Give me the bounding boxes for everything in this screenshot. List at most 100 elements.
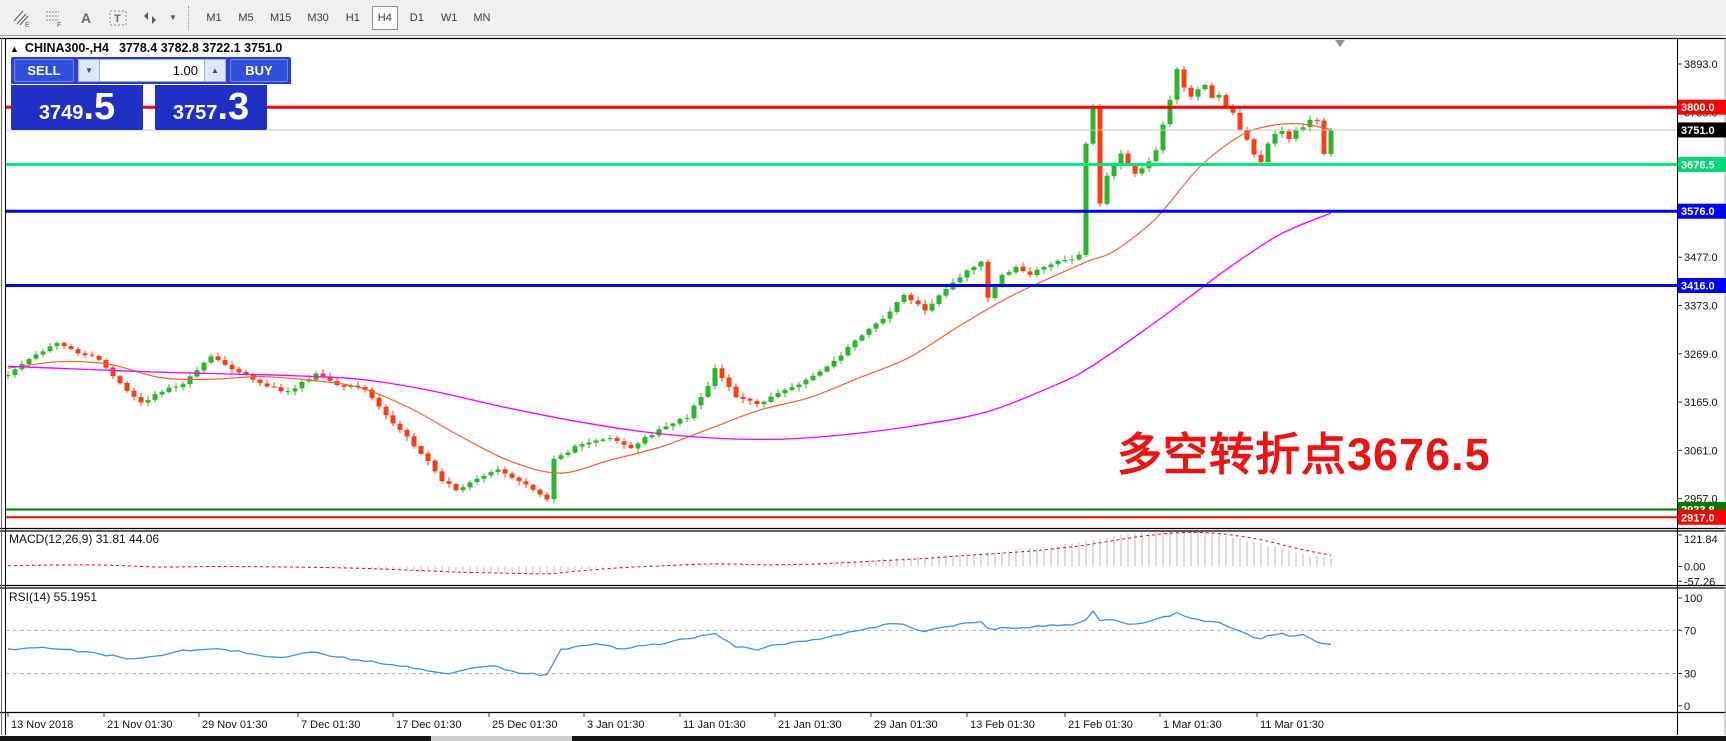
- sell-price-main: 3749: [38, 102, 84, 124]
- timeframe-button-mn[interactable]: MN: [468, 6, 495, 30]
- buy-price-main: 3757: [172, 102, 218, 124]
- time-axis-label: 17 Dec 01:30: [396, 719, 461, 731]
- sell-price-display[interactable]: 3749.5: [11, 85, 143, 130]
- price-badge: [1678, 99, 1726, 115]
- equidistant-channel-icon[interactable]: E: [8, 4, 36, 32]
- one-click-trading-panel: SELL ▼ ▲ BUY 3749.5 3757.3: [11, 57, 291, 130]
- timeframe-button-m1[interactable]: M1: [201, 6, 227, 30]
- macd-signal-line: [7, 531, 1332, 575]
- time-axis-label: 21 Feb 01:30: [1068, 719, 1133, 731]
- moving-averages-layer: [7, 123, 1332, 474]
- time-axis-label: 11 Jan 01:30: [683, 719, 746, 731]
- time-axis-label: 3 Jan 01:30: [587, 719, 645, 731]
- ma-fast-line: [7, 123, 1332, 474]
- macd-axis-label: -57.26: [1684, 576, 1715, 588]
- time-axis-label: 21 Nov 01:30: [107, 719, 172, 731]
- ma-slow-line: [7, 212, 1332, 441]
- price-badge: [1678, 122, 1726, 138]
- time-axis-label: 25 Dec 01:30: [492, 719, 557, 731]
- price-badge-label: 3800.0: [1681, 102, 1715, 114]
- price-badge: [1678, 509, 1726, 525]
- time-axis-label: 7 Dec 01:30: [301, 719, 360, 731]
- volume-increase-button[interactable]: ▲: [204, 59, 226, 82]
- svg-text:A: A: [81, 10, 91, 26]
- chart-toolbar: E F A T ▼ M1 M5 M15 M30 H1 H4 D1 W1 MN: [0, 0, 1726, 36]
- scrollbar-segment: [572, 736, 1726, 741]
- symbol-period-label: CHINA300-,H4: [24, 41, 109, 55]
- timeframe-button-d1[interactable]: D1: [404, 6, 430, 30]
- price-badge-label: 2917.0: [1681, 512, 1715, 524]
- volume-control: ▼ ▲: [78, 59, 226, 82]
- shift-marker-icon: [1335, 40, 1345, 47]
- panel-borders: [0, 37, 1726, 735]
- horizontal-lines-layer: [6, 105, 1677, 519]
- price-tick-label: 3061.0: [1684, 445, 1718, 457]
- time-axis-label: 13 Nov 2018: [11, 719, 73, 731]
- volume-decrease-button[interactable]: ▼: [78, 59, 100, 82]
- price-badge: [1678, 157, 1726, 173]
- svg-text:F: F: [57, 22, 61, 28]
- time-axis-label: 1 Mar 01:30: [1163, 719, 1222, 731]
- volume-input[interactable]: [100, 59, 204, 82]
- rsi-line: [7, 610, 1332, 677]
- macd-panel: [7, 530, 1332, 575]
- timeframe-button-m30[interactable]: M30: [302, 6, 333, 30]
- rsi-axis-label: 30: [1684, 668, 1696, 680]
- time-axis-label: 29 Jan 01:30: [874, 719, 938, 731]
- collapse-panel-icon[interactable]: ▲: [10, 44, 19, 54]
- price-badge: [1678, 203, 1726, 219]
- price-axis[interactable]: 3893.03789.03685.03477.03373.03269.03165…: [1677, 59, 1726, 713]
- time-axis[interactable]: 13 Nov 2018 21 Nov 01:30 29 Nov 01:30 7 Dec…: [7, 713, 1324, 731]
- timeframe-buttons-group: M1 M5 M15 M30 H1 H4 D1 W1 MN: [198, 5, 498, 30]
- rsi-axis-label: 0: [1684, 701, 1690, 713]
- price-tick-label: 3165.0: [1684, 397, 1718, 409]
- caret-up-icon: ▲: [211, 66, 219, 75]
- sell-price-fraction: .5: [83, 86, 116, 128]
- rsi-axis-label: 70: [1684, 625, 1696, 637]
- scrollbar-segment: [0, 736, 431, 741]
- arrows-tool-icon[interactable]: [136, 4, 164, 32]
- svg-text:E: E: [25, 22, 30, 28]
- horizontal-scrollbar[interactable]: [0, 736, 1726, 741]
- ohlc-values: 3778.4 3782.8 3722.1 3751.0: [118, 41, 283, 55]
- trade-controls-row: SELL ▼ ▲ BUY: [11, 57, 291, 84]
- timeframe-button-m15[interactable]: M15: [265, 6, 296, 30]
- rsi-panel: [6, 610, 1677, 677]
- text-tool-icon[interactable]: A: [72, 4, 100, 32]
- arrows-dropdown-caret-icon[interactable]: ▼: [166, 4, 180, 32]
- chart-canvas[interactable]: 3893.03789.03685.03477.03373.03269.03165…: [0, 36, 1726, 741]
- price-badge: [1678, 278, 1726, 294]
- buy-price-display[interactable]: 3757.3: [155, 85, 267, 130]
- price-tick-label: 3269.0: [1684, 349, 1718, 361]
- svg-text:T: T: [114, 13, 121, 25]
- price-tick-label: 3893.0: [1684, 59, 1718, 71]
- caret-down-icon: ▼: [85, 66, 93, 75]
- rsi-axis-label: 100: [1684, 593, 1702, 605]
- time-axis-label: 21 Jan 01:30: [778, 719, 842, 731]
- text-label-tool-icon[interactable]: T: [104, 4, 132, 32]
- macd-axis-label: 121.84: [1684, 534, 1718, 546]
- toolbar-separator: [188, 5, 190, 30]
- price-badge-label: 3676.5: [1681, 160, 1715, 172]
- macd-axis-label: 0.00: [1684, 562, 1705, 574]
- sell-button[interactable]: SELL: [14, 59, 74, 82]
- timeframe-button-h4[interactable]: H4: [371, 5, 398, 30]
- buy-price-fraction: .3: [217, 86, 250, 128]
- price-tick-label: 3373.0: [1684, 300, 1718, 312]
- timeframe-button-w1[interactable]: W1: [436, 6, 463, 30]
- price-badge-label: 3751.0: [1681, 125, 1715, 137]
- fibonacci-retracement-icon[interactable]: F: [40, 4, 68, 32]
- candles-layer: [5, 65, 1334, 504]
- time-axis-label: 29 Nov 01:30: [202, 719, 267, 731]
- buy-button[interactable]: BUY: [230, 59, 288, 82]
- timeframe-button-m5[interactable]: M5: [233, 6, 259, 30]
- price-badge-label: 3576.0: [1681, 206, 1715, 218]
- time-axis-label: 11 Mar 01:30: [1260, 719, 1324, 731]
- chart-window[interactable]: 3893.03789.03685.03477.03373.03269.03165…: [0, 36, 1726, 741]
- rsi-indicator-label: RSI(14) 55.1951: [9, 590, 98, 604]
- scrollbar-segment: [431, 736, 572, 741]
- chart-title: ▲ CHINA300-,H4 3778.4 3782.8 3722.1 3751.0: [10, 41, 282, 55]
- timeframe-button-h1[interactable]: H1: [340, 6, 366, 30]
